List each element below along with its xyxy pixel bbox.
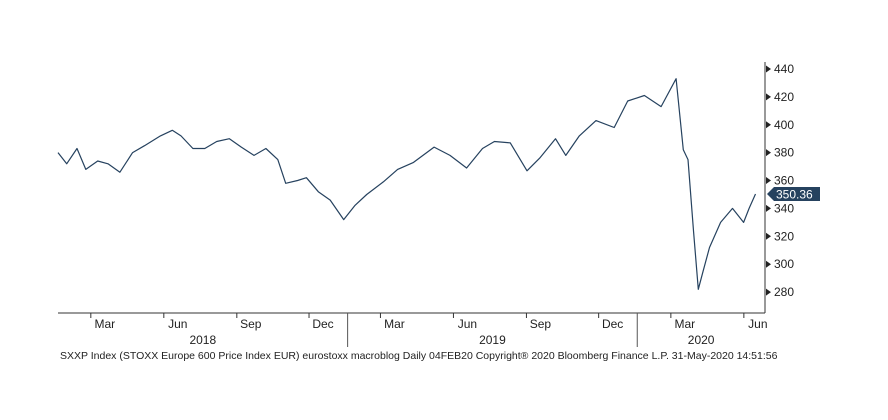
y-tick-label: 400 bbox=[774, 118, 794, 132]
y-tick-label: 380 bbox=[774, 146, 794, 160]
last-value-badge: 350.36 bbox=[767, 186, 820, 201]
x-month-label: Mar bbox=[384, 317, 405, 331]
y-tick-mark bbox=[766, 204, 771, 212]
y-tick-label: 420 bbox=[774, 90, 794, 104]
y-tick-mark bbox=[766, 65, 771, 73]
y-tick-label: 320 bbox=[774, 229, 794, 243]
y-tick-mark bbox=[766, 288, 771, 296]
x-month-label: Mar bbox=[94, 317, 115, 331]
x-year-label: 2019 bbox=[479, 333, 506, 347]
x-month-label: Jun bbox=[168, 317, 187, 331]
x-month-label: Dec bbox=[312, 317, 333, 331]
chart-footer: SXXP Index (STOXX Europe 600 Price Index… bbox=[60, 350, 778, 362]
y-tick-mark bbox=[766, 121, 771, 129]
x-year-label: 2018 bbox=[189, 333, 216, 347]
x-month-label: Sep bbox=[240, 317, 262, 331]
y-tick-mark bbox=[766, 93, 771, 101]
y-tick-label: 280 bbox=[774, 285, 794, 299]
y-tick-label: 360 bbox=[774, 174, 794, 188]
x-month-label: Jun bbox=[458, 317, 477, 331]
x-year-label: 2020 bbox=[688, 333, 715, 347]
y-tick-mark bbox=[766, 232, 771, 240]
x-month-label: Jun bbox=[748, 317, 767, 331]
y-tick-label: 340 bbox=[774, 201, 794, 215]
y-tick-label: 440 bbox=[774, 62, 794, 76]
last-value-badge-bg bbox=[767, 186, 820, 201]
x-month-label: Sep bbox=[530, 317, 552, 331]
y-tick-mark bbox=[766, 177, 771, 185]
y-tick-label: 300 bbox=[774, 257, 794, 271]
y-tick-mark bbox=[766, 149, 771, 157]
y-axis-ticks: 280 300 320 340 360 380 400 420 440 bbox=[766, 62, 794, 299]
series-line-sxxp bbox=[57, 78, 757, 290]
last-value-label: 350.36 bbox=[776, 187, 813, 201]
y-tick-mark bbox=[766, 260, 771, 268]
x-month-label: Dec bbox=[602, 317, 623, 331]
x-month-label: Mar bbox=[675, 317, 696, 331]
